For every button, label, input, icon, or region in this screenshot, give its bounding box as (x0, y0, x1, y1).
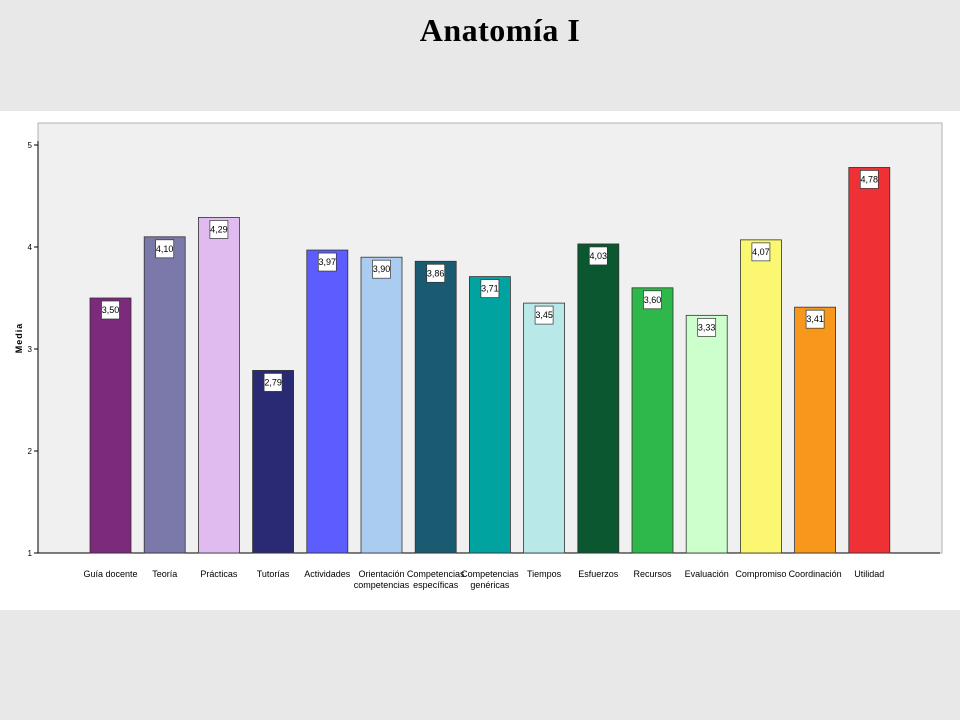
value-label: 4,78 (861, 174, 879, 184)
value-label-box (534, 305, 554, 325)
bar (468, 276, 511, 554)
x-tick-label: Recursos (633, 569, 672, 579)
value-label-box (480, 279, 500, 298)
x-tick-label: Competencias genéricas (461, 569, 519, 590)
value-label: 2,79 (264, 377, 282, 387)
value-label-box (372, 259, 391, 279)
value-label: 3,60 (644, 295, 662, 305)
bar (740, 239, 782, 554)
slide-title: Anatomía I (419, 12, 581, 48)
bar (631, 287, 674, 554)
y-tick-label: 2 (28, 447, 33, 456)
x-tick-label: Compromiso (735, 569, 786, 579)
value-label-box (697, 317, 717, 337)
x-tick-label: Coordinación (789, 569, 842, 579)
bar (197, 217, 240, 554)
x-tick-label: Tiempos (527, 569, 562, 579)
value-label-box (263, 373, 283, 392)
y-tick-label: 1 (28, 549, 33, 558)
bar (89, 297, 132, 554)
x-tick-label: Actividades (304, 569, 351, 579)
y-tick-label: 4 (28, 243, 33, 252)
value-label: 4,10 (156, 244, 174, 254)
value-label: 3,41 (806, 314, 824, 324)
value-label: 3,33 (698, 322, 716, 332)
value-label: 3,97 (319, 257, 337, 267)
value-label: 3,45 (535, 310, 553, 320)
bar (848, 167, 891, 554)
value-label-box (859, 170, 879, 189)
bar (577, 243, 620, 554)
value-label-box (751, 242, 771, 262)
x-tick-label: Orientación competencias (354, 569, 410, 590)
y-tick-label: 5 (28, 141, 33, 150)
x-tick-label: Competencias específicas (407, 569, 465, 590)
bar (685, 314, 728, 554)
bar (143, 236, 186, 554)
value-label-box (426, 263, 446, 283)
value-label-box (805, 309, 825, 329)
bar (360, 256, 403, 554)
x-tick-label: Esfuerzos (578, 569, 619, 579)
bar (414, 260, 457, 554)
value-label: 4,07 (752, 247, 770, 257)
bars: 3,50 4,10 4,29 2,79 3,97 3,90 3,86 3,71 3,45 4,03… (89, 167, 891, 554)
x-tick-label: Utilidad (854, 569, 884, 579)
x-tick-label: Tutorías (257, 569, 290, 579)
value-label: 3,90 (373, 264, 391, 274)
value-label: 4,29 (210, 224, 228, 234)
bar (523, 302, 565, 554)
x-tick-label: Guía docente (83, 569, 137, 579)
value-label-box (588, 246, 608, 266)
x-axis-labels: Guía docente Teoría Prácticas Tutorías Activ… (83, 569, 884, 590)
value-label: 4,03 (590, 251, 608, 261)
x-tick-label: Prácticas (200, 569, 238, 579)
y-axis-title: Media (14, 323, 24, 354)
x-tick-label: Teoría (152, 569, 177, 579)
bar (306, 249, 349, 554)
value-label: 3,86 (427, 268, 445, 278)
value-label-box (155, 239, 175, 259)
x-tick-label: Evaluación (685, 569, 729, 579)
value-label-box (643, 290, 662, 310)
bar (794, 306, 836, 554)
value-label: 3,71 (481, 284, 499, 294)
value-label-box (317, 252, 337, 272)
value-label: 3,50 (102, 305, 120, 315)
value-label-box (101, 300, 120, 320)
value-label-box (209, 220, 229, 239)
y-tick-label: 3 (28, 345, 33, 354)
bar (252, 370, 295, 554)
